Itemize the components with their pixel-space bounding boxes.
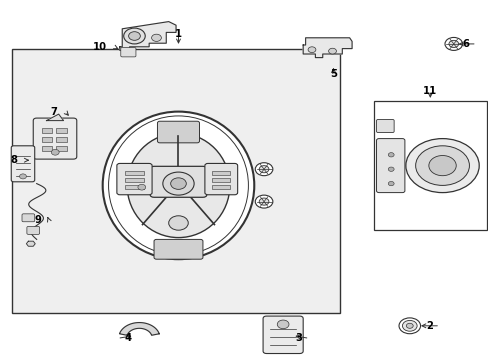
Circle shape xyxy=(170,178,186,189)
Circle shape xyxy=(20,174,26,179)
FancyBboxPatch shape xyxy=(121,48,136,57)
Bar xyxy=(124,171,144,175)
FancyBboxPatch shape xyxy=(117,163,152,195)
Text: 7: 7 xyxy=(51,107,58,117)
Circle shape xyxy=(328,48,336,54)
Circle shape xyxy=(123,28,145,44)
Circle shape xyxy=(138,184,145,190)
FancyBboxPatch shape xyxy=(11,146,35,182)
Polygon shape xyxy=(120,22,176,50)
Text: 4: 4 xyxy=(124,333,132,343)
Bar xyxy=(56,146,67,151)
Text: 1: 1 xyxy=(175,29,182,39)
Circle shape xyxy=(255,163,272,176)
FancyBboxPatch shape xyxy=(22,214,35,222)
Circle shape xyxy=(259,166,268,173)
Text: 2: 2 xyxy=(425,321,432,331)
Circle shape xyxy=(255,195,272,208)
FancyBboxPatch shape xyxy=(263,316,303,354)
Circle shape xyxy=(387,153,393,157)
Bar xyxy=(124,185,144,189)
Circle shape xyxy=(387,181,393,186)
Bar xyxy=(56,128,67,133)
Bar xyxy=(41,137,52,142)
Circle shape xyxy=(128,32,140,40)
Bar xyxy=(211,185,230,189)
Circle shape xyxy=(406,323,412,328)
Bar xyxy=(124,178,144,182)
FancyBboxPatch shape xyxy=(154,239,203,259)
FancyBboxPatch shape xyxy=(376,120,393,132)
Circle shape xyxy=(428,156,455,176)
Ellipse shape xyxy=(102,112,254,259)
Circle shape xyxy=(307,47,315,53)
Bar xyxy=(41,128,52,133)
Polygon shape xyxy=(119,323,159,335)
Bar xyxy=(373,101,486,230)
Ellipse shape xyxy=(108,116,248,255)
FancyBboxPatch shape xyxy=(204,163,237,195)
Circle shape xyxy=(448,40,458,48)
Circle shape xyxy=(405,139,478,193)
FancyBboxPatch shape xyxy=(27,226,40,234)
Ellipse shape xyxy=(127,133,229,238)
Text: 6: 6 xyxy=(462,39,468,49)
Circle shape xyxy=(163,172,194,195)
Circle shape xyxy=(398,318,420,334)
Circle shape xyxy=(51,149,59,155)
FancyBboxPatch shape xyxy=(150,166,206,197)
Bar xyxy=(56,137,67,142)
Text: 8: 8 xyxy=(10,155,17,165)
Polygon shape xyxy=(46,114,63,121)
Polygon shape xyxy=(303,38,351,58)
FancyBboxPatch shape xyxy=(376,139,404,193)
Circle shape xyxy=(277,320,288,329)
Polygon shape xyxy=(26,241,35,246)
FancyBboxPatch shape xyxy=(157,121,199,143)
Text: 9: 9 xyxy=(35,215,41,225)
Circle shape xyxy=(168,216,188,230)
Bar xyxy=(211,171,230,175)
Circle shape xyxy=(387,167,393,171)
FancyBboxPatch shape xyxy=(33,118,77,159)
Circle shape xyxy=(151,34,161,41)
Text: 3: 3 xyxy=(295,333,302,343)
Circle shape xyxy=(444,37,462,50)
Circle shape xyxy=(259,198,268,205)
Text: 11: 11 xyxy=(422,86,437,96)
Circle shape xyxy=(402,320,416,331)
Text: 10: 10 xyxy=(92,42,106,52)
Circle shape xyxy=(415,146,468,185)
Text: 5: 5 xyxy=(329,69,336,79)
Bar xyxy=(12,49,339,313)
Bar xyxy=(41,146,52,151)
Bar xyxy=(211,178,230,182)
